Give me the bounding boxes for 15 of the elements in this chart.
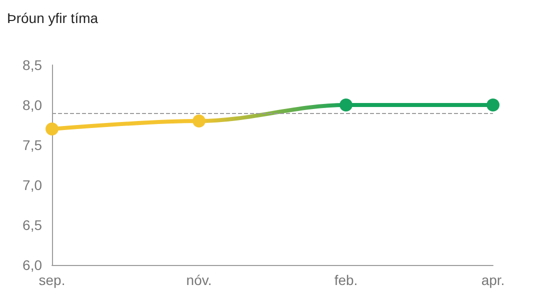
point [340, 98, 352, 112]
point [192, 114, 206, 128]
point [486, 98, 500, 112]
y-tick-label: 8,0 [22, 97, 42, 113]
x-tick-label: apr. [481, 272, 505, 288]
y-tick-label: 8,5 [22, 57, 42, 73]
chart-title: Þróun yfir tíma [7, 10, 98, 26]
x-tick-label: sep. [38, 272, 66, 288]
x-tick-label: nóv. [186, 272, 212, 288]
y-tick-label: 7,5 [22, 137, 42, 153]
point [46, 122, 58, 136]
y-tick-label: 6,5 [22, 217, 42, 233]
x-tick-label: feb. [334, 272, 358, 288]
y-tick-label: 7,0 [22, 177, 42, 193]
y-tick-label: 6,0 [22, 257, 42, 273]
